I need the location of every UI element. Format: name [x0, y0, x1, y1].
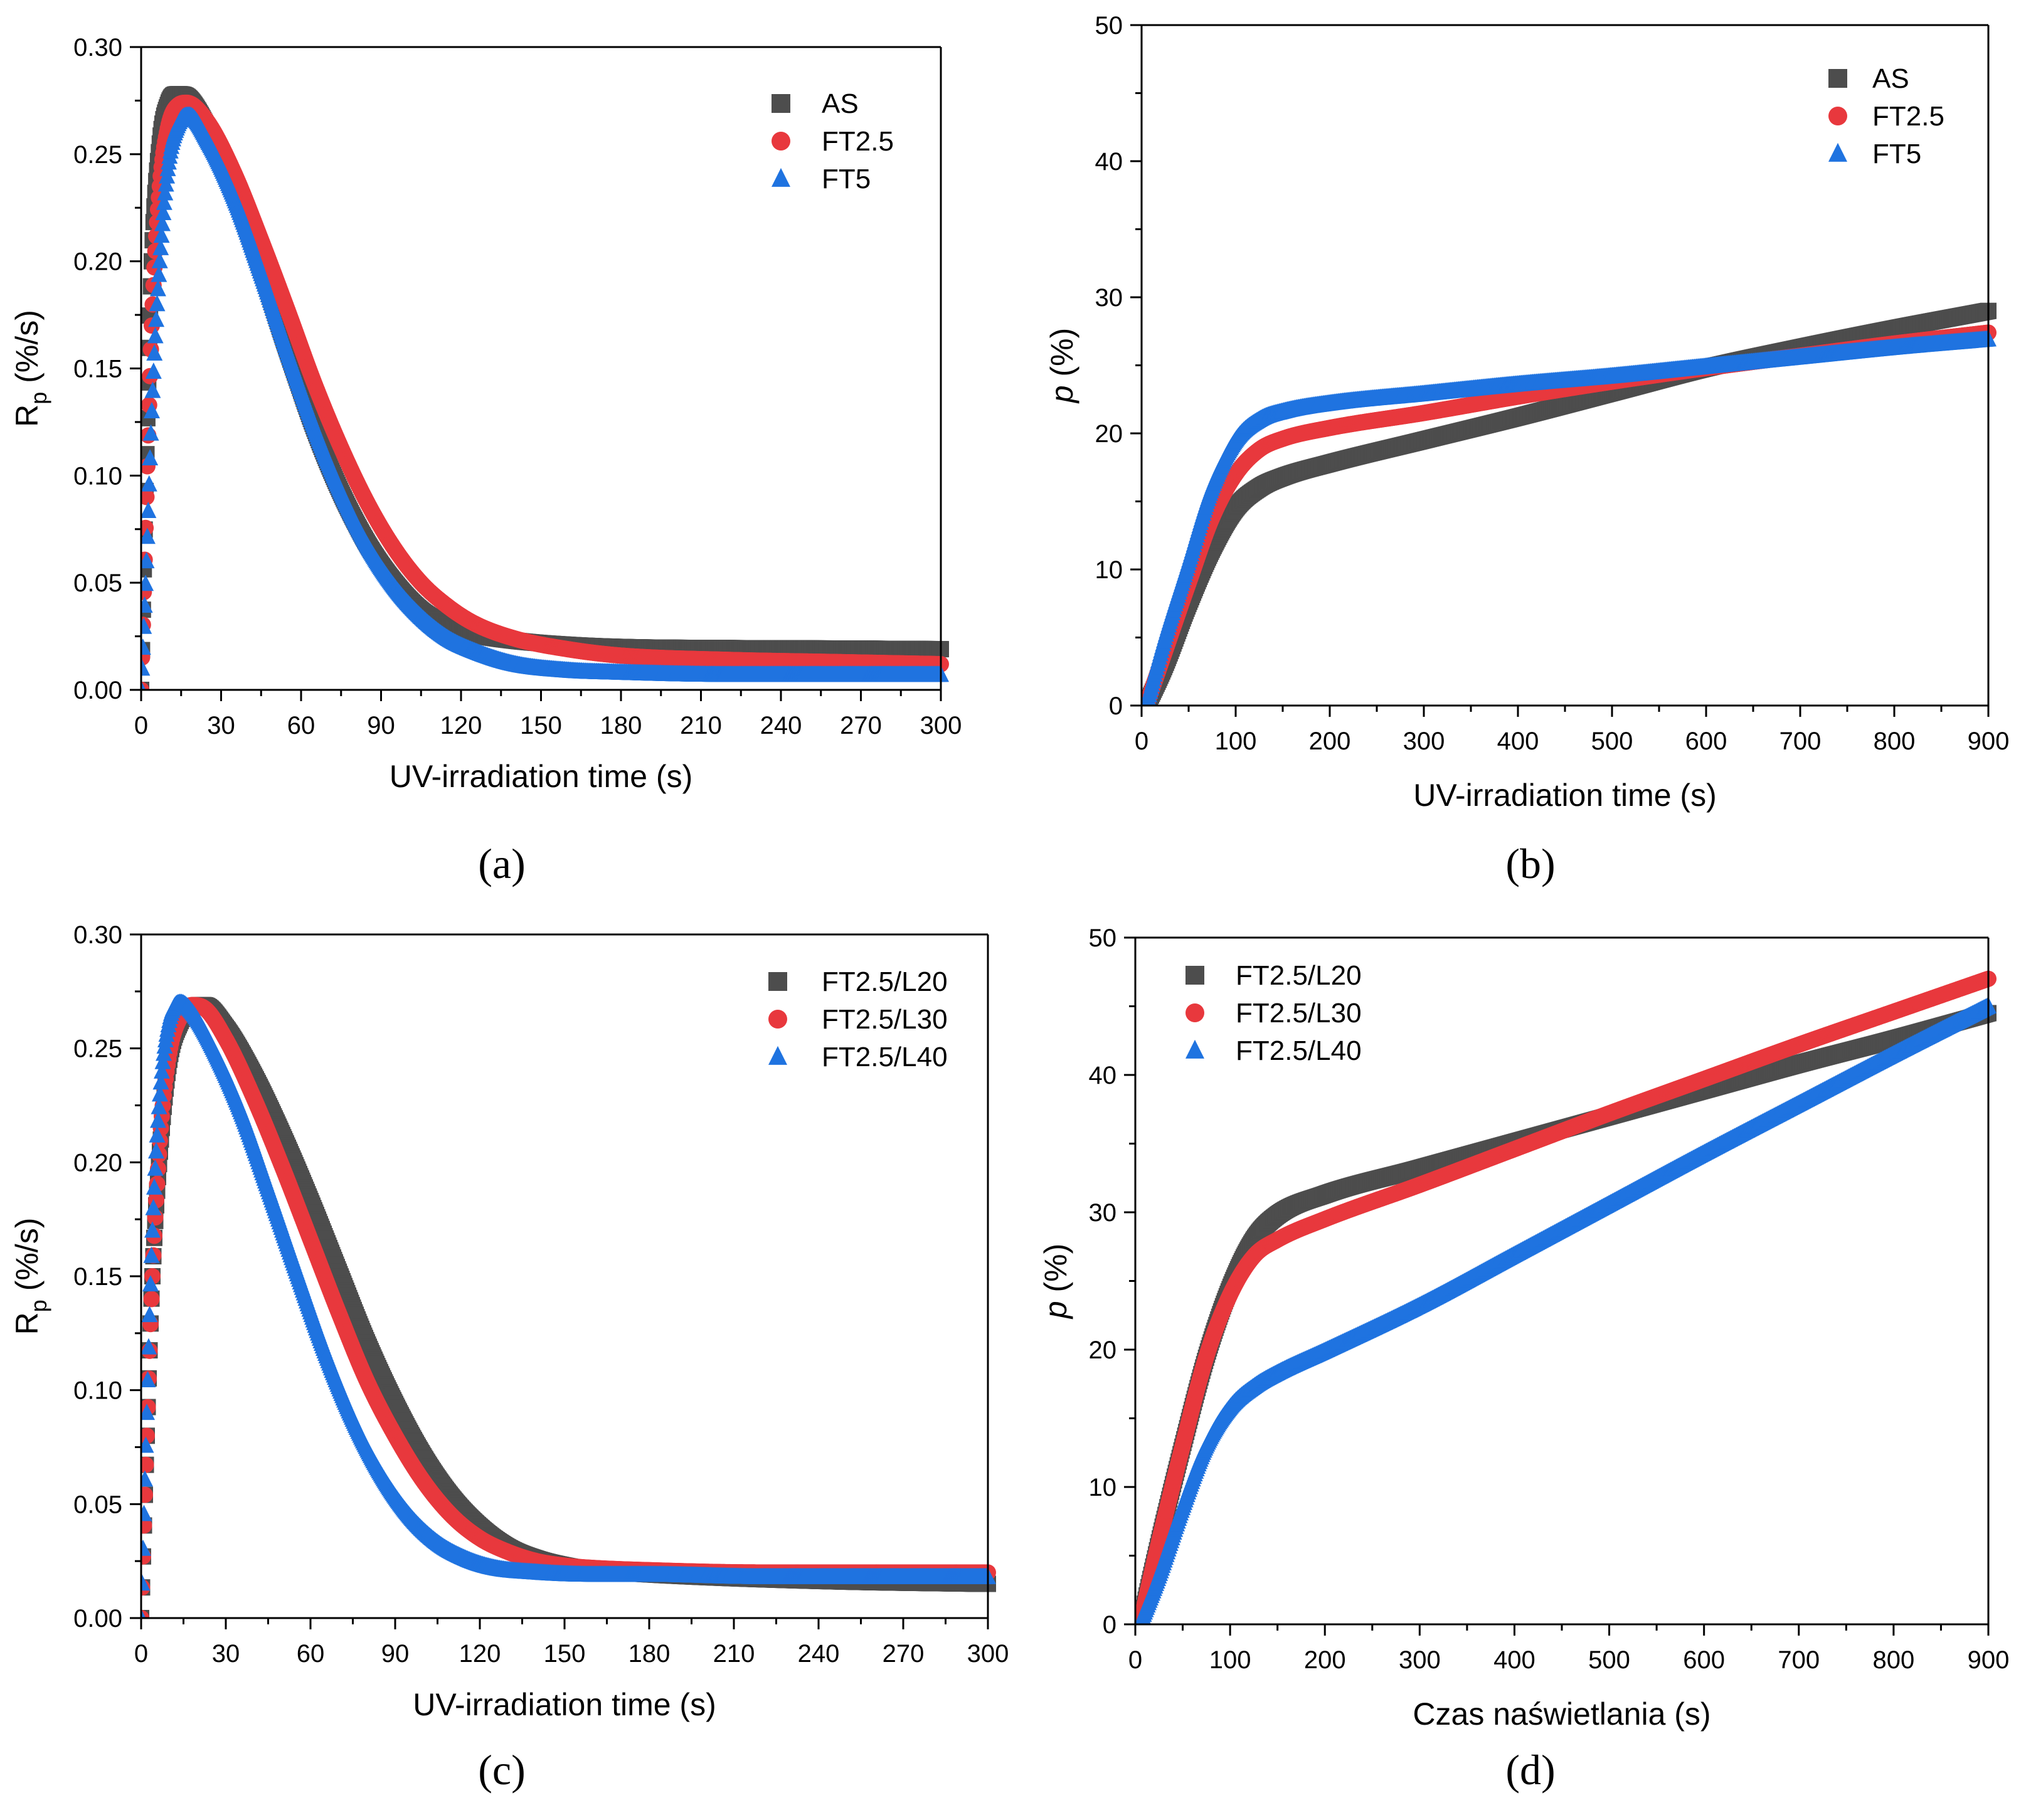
data-point: [154, 214, 171, 231]
x-tick-label: 120: [440, 712, 482, 739]
data-point: [151, 265, 167, 282]
y-tick-label: 0.05: [73, 569, 122, 597]
data-point: [142, 424, 159, 441]
data-point: [141, 502, 157, 518]
data-point: [147, 327, 164, 344]
x-tick-label: 0: [134, 712, 148, 739]
x-tick-label: 270: [840, 712, 882, 739]
y-tick-label: 0.15: [73, 356, 122, 383]
legend-marker: [772, 94, 790, 113]
data-point: [141, 527, 156, 544]
data-point: [141, 638, 151, 655]
data-point: [144, 402, 160, 418]
y-tick-label: 0.20: [73, 248, 122, 276]
y-tick-label: 0.00: [73, 677, 122, 704]
data-point: [141, 617, 152, 634]
legend-label: FT2.5: [822, 126, 894, 157]
x-tick-label: 60: [287, 712, 316, 739]
x-tick-label: 90: [367, 712, 395, 739]
y-axis-label-main: R: [9, 405, 45, 427]
data-point: [141, 475, 157, 492]
data-point: [155, 204, 172, 221]
data-point: [141, 659, 151, 676]
data-point: [149, 280, 166, 297]
legend-marker: [772, 132, 790, 151]
data-point: [142, 449, 159, 466]
data-point: [156, 193, 172, 210]
data-point: [149, 295, 166, 312]
series-ft2-5: [141, 94, 949, 690]
x-tick-label: 240: [760, 712, 802, 739]
data-point: [157, 184, 174, 201]
data-point: [145, 362, 162, 379]
data-point: [148, 310, 165, 327]
x-tick-label: 150: [520, 712, 562, 739]
legend: AS FT2.5 FT5: [772, 88, 894, 194]
data-point: [152, 238, 169, 255]
y-tick-label: 0.10: [73, 462, 122, 490]
data-point: [153, 226, 170, 243]
data-point: [141, 596, 153, 613]
legend-label: AS: [822, 88, 859, 119]
x-axis-label: UV-irradiation time (s): [390, 759, 692, 794]
legend-label: FT5: [822, 164, 871, 194]
data-point: [146, 344, 163, 361]
y-tick-label: 0.25: [73, 141, 122, 169]
x-tick-label: 210: [680, 712, 722, 739]
y-axis-label-unit: (%/s): [9, 310, 45, 392]
y-tick-label: 0.30: [73, 34, 122, 61]
data-point: [151, 251, 168, 268]
y-axis-label: Rp (%/s): [9, 310, 51, 427]
y-axis-label-subscript: p: [26, 392, 51, 405]
series-ft5: [141, 106, 949, 690]
data-point: [141, 680, 146, 690]
data-point: [141, 489, 155, 505]
plot-area: [141, 86, 949, 690]
plot-area: [1142, 302, 1997, 706]
x-tick-label: 180: [600, 712, 642, 739]
series-ft5: [1142, 330, 1997, 706]
x-tick-label: 30: [207, 712, 235, 739]
chart-panel-b: 0 100 200 300 400 500 600 700 800 90001020304050U…: [1044, 12, 2009, 813]
data-point: [141, 574, 154, 591]
legend-marker: [772, 167, 790, 187]
chart-panel-a: 0 30 60 90 120 150 180 210 240 270 300 0.00 0.05 0.10…: [9, 34, 962, 794]
x-tick-label: 300: [920, 712, 962, 739]
data-point: [141, 552, 155, 569]
data-point: [144, 381, 161, 398]
